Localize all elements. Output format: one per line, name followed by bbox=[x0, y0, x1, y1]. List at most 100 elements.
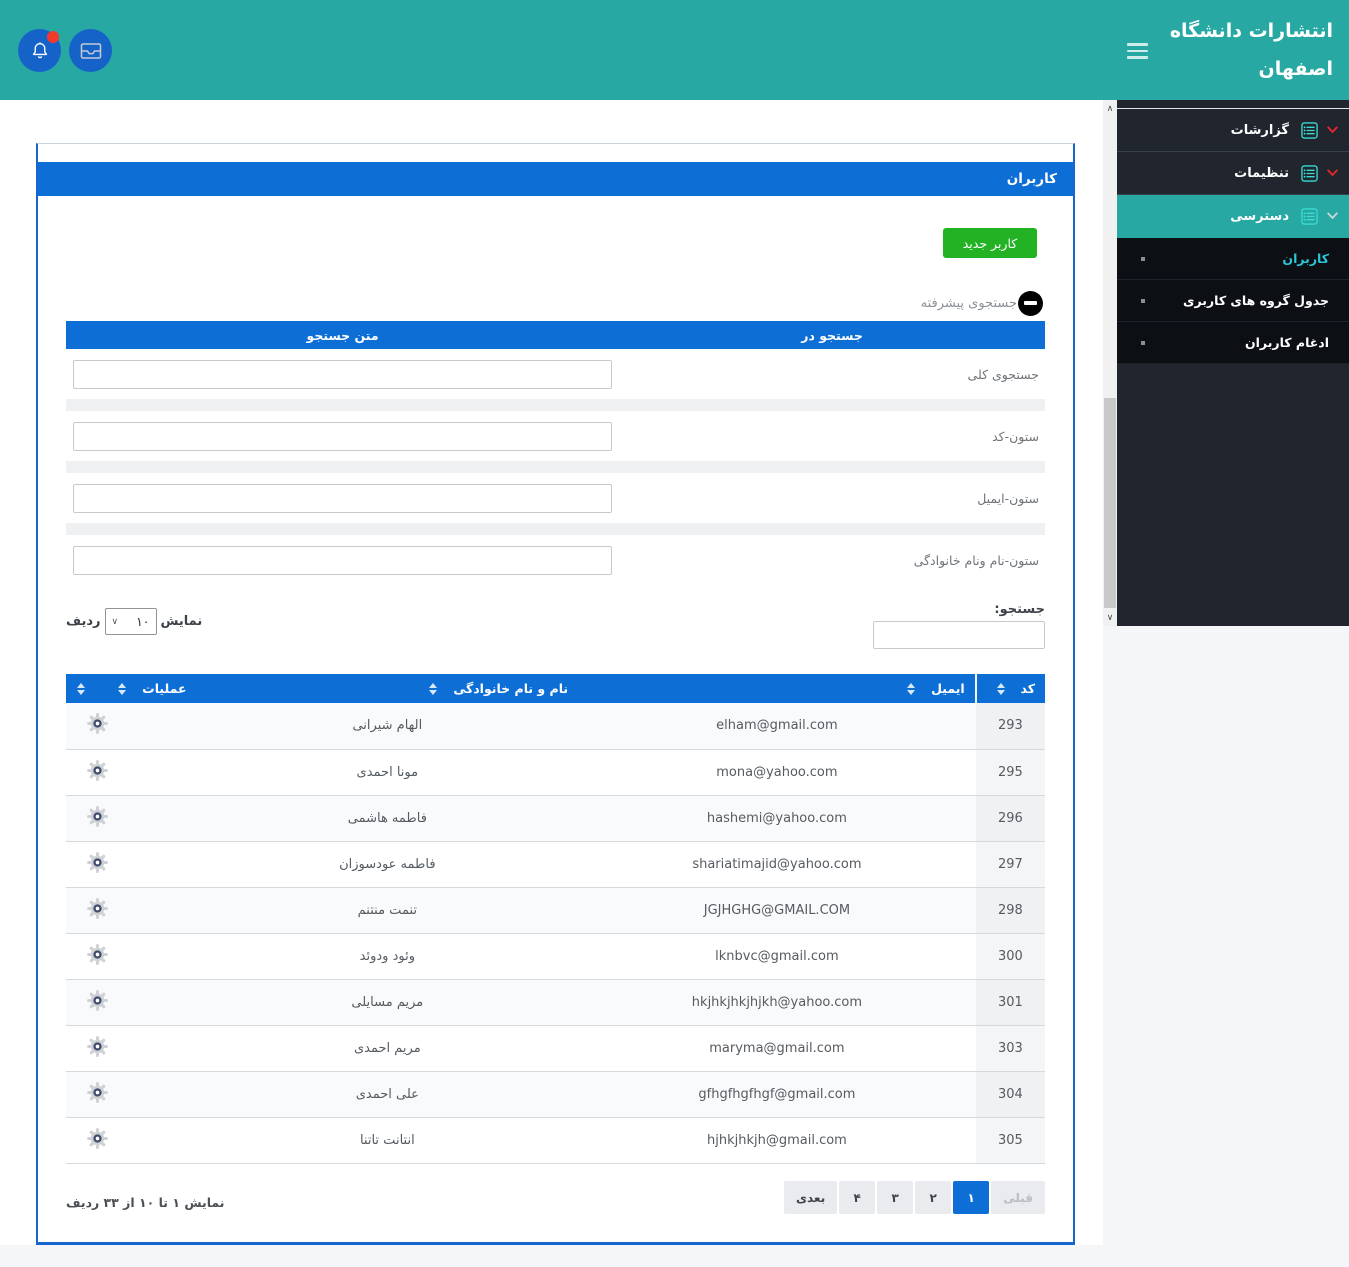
user-name-cell: تنمت منتنم bbox=[196, 887, 579, 934]
column-header-code[interactable]: کد bbox=[974, 674, 1045, 703]
sort-icon bbox=[77, 682, 86, 695]
user-code-cell: 295 bbox=[975, 749, 1045, 796]
user-email-cell: shariatimajid@yahoo.com bbox=[578, 841, 976, 888]
column-header-extra[interactable] bbox=[66, 674, 97, 703]
row-actions-gear-button[interactable] bbox=[86, 759, 109, 782]
user-row: 300 lknbvc@gmail.com وئود ودوئد bbox=[66, 933, 1045, 980]
messages-button[interactable] bbox=[69, 29, 112, 72]
search-row-input[interactable] bbox=[73, 483, 613, 513]
search-row-input-wrap bbox=[66, 421, 619, 451]
row-actions-gear-button[interactable] bbox=[86, 1035, 109, 1058]
column-header-name[interactable]: نام و نام خانوادگی bbox=[196, 674, 579, 703]
search-row-input[interactable] bbox=[73, 421, 613, 451]
hamburger-menu-toggle[interactable] bbox=[1127, 43, 1148, 63]
advanced-search-label: جستجوی پیشرفته bbox=[920, 295, 1017, 311]
row-actions-gear-button[interactable] bbox=[86, 989, 109, 1012]
search-row-input[interactable] bbox=[73, 359, 613, 389]
user-code-cell: 304 bbox=[975, 1071, 1045, 1118]
user-actions-cell bbox=[66, 1071, 197, 1118]
user-email-cell: gfhgfhgfhgf@gmail.com bbox=[578, 1071, 976, 1118]
column-header-email[interactable]: ایمیل bbox=[578, 674, 976, 703]
page-button[interactable]: ۲ bbox=[915, 1181, 952, 1214]
users-table-header-row: کد ایمیل نام و نام خانوادگی عملیات bbox=[66, 674, 1045, 703]
sidebar-subitem[interactable]: کاربران bbox=[1117, 238, 1349, 280]
user-actions-cell bbox=[66, 841, 197, 888]
app-title-line2: اصفهان bbox=[1258, 58, 1333, 80]
search-form-row: جستجوی کلی bbox=[66, 349, 1045, 399]
notification-badge bbox=[47, 31, 59, 43]
search-row-input-wrap bbox=[66, 545, 619, 575]
user-code-cell: 297 bbox=[975, 841, 1045, 888]
user-code-cell: 301 bbox=[975, 979, 1045, 1026]
row-actions-gear-button[interactable] bbox=[86, 897, 109, 920]
user-row: 301 hkjhkjhkjhjkh@yahoo.com مریم مسایلی bbox=[66, 979, 1045, 1026]
sidebar-subitem[interactable]: جدول گروه های کاربری bbox=[1117, 280, 1349, 322]
row-actions-gear-button[interactable] bbox=[86, 943, 109, 966]
gear-icon bbox=[87, 1127, 108, 1149]
users-table: کد ایمیل نام و نام خانوادگی عملیات bbox=[66, 674, 1045, 1164]
user-row: 305 hjhkjhkjh@gmail.com انتانت تاتنا bbox=[66, 1117, 1045, 1164]
row-actions-gear-button[interactable] bbox=[86, 805, 109, 828]
user-actions-cell bbox=[66, 933, 197, 980]
row-actions-gear-button[interactable] bbox=[86, 1081, 109, 1104]
user-row: 295 mona@yahoo.com مونا احمدی bbox=[66, 749, 1045, 796]
pagination: قبلی ۱ ۲ ۳ ۴ بعدی bbox=[783, 1181, 1045, 1214]
search-row-input-wrap bbox=[66, 483, 619, 513]
sidebar-subitem[interactable]: ادغام کاربران bbox=[1117, 322, 1349, 364]
user-actions-cell bbox=[66, 1025, 197, 1072]
column-header-actions[interactable]: عملیات bbox=[96, 674, 197, 703]
scroll-down-button[interactable]: ∨ bbox=[1106, 612, 1114, 623]
show-label: نمایش bbox=[160, 614, 203, 629]
quick-search-label: جستجو: bbox=[994, 602, 1045, 617]
user-code-cell: 303 bbox=[975, 1025, 1045, 1072]
gear-icon bbox=[87, 1081, 108, 1103]
gear-icon bbox=[87, 805, 108, 827]
rows-label: ردیف bbox=[66, 614, 101, 629]
user-email-cell: maryma@gmail.com bbox=[578, 1025, 976, 1072]
user-name-cell: مونا احمدی bbox=[196, 749, 579, 796]
minus-icon bbox=[1024, 301, 1037, 305]
row-actions-gear-button[interactable] bbox=[86, 851, 109, 874]
bullet-icon bbox=[1141, 298, 1145, 303]
search-form-row: ستون-نام ونام خانوادگی bbox=[66, 523, 1045, 585]
page-button[interactable]: بعدی bbox=[783, 1181, 838, 1214]
sidebar-item[interactable]: گزارشات bbox=[1117, 109, 1349, 152]
top-header-bar: انتشارات دانشگاه اصفهان bbox=[0, 0, 1349, 100]
page-button[interactable]: ۴ bbox=[839, 1181, 876, 1214]
page-button[interactable]: ۳ bbox=[877, 1181, 914, 1214]
page-button[interactable]: ۱ bbox=[953, 1181, 990, 1214]
sidebar-spacer bbox=[1117, 100, 1349, 109]
sidebar-scrollbar[interactable]: ∧ ∨ bbox=[1103, 100, 1117, 626]
search-row-label: ستون-کد bbox=[992, 428, 1039, 444]
gear-icon bbox=[87, 1035, 108, 1057]
page-length-control: نمایش ۱۰ ∨ ردیف bbox=[66, 608, 202, 635]
sort-icon bbox=[907, 682, 916, 695]
gear-icon bbox=[87, 851, 108, 873]
search-row-input[interactable] bbox=[73, 545, 613, 575]
new-user-button[interactable]: کاربر جدید bbox=[943, 228, 1037, 258]
search-row-label: جستجوی کلی bbox=[967, 366, 1039, 382]
scroll-up-button[interactable]: ∧ bbox=[1106, 103, 1114, 114]
search-form-row: ستون-کد bbox=[66, 399, 1045, 461]
collapse-advanced-search-button[interactable] bbox=[1018, 290, 1043, 316]
bell-icon bbox=[32, 41, 47, 58]
sort-icon bbox=[996, 682, 1005, 695]
sidebar-item[interactable]: دسترسی bbox=[1117, 195, 1349, 238]
row-actions-gear-button[interactable] bbox=[86, 712, 109, 735]
gear-icon bbox=[87, 713, 108, 735]
user-code-cell: 298 bbox=[975, 887, 1045, 934]
sidebar-item[interactable]: تنظیمات bbox=[1117, 152, 1349, 195]
users-table-wrap: کد ایمیل نام و نام خانوادگی عملیات bbox=[66, 674, 1045, 1164]
user-actions-cell bbox=[66, 887, 197, 934]
quick-search-input[interactable] bbox=[873, 621, 1045, 649]
inbox-icon bbox=[80, 42, 101, 59]
page-length-select[interactable]: ۱۰ ∨ bbox=[104, 608, 157, 635]
user-name-cell: فاطمه عودسوزان bbox=[196, 841, 579, 888]
scrollbar-thumb[interactable] bbox=[1104, 398, 1116, 608]
sidebar-subitem-label: جدول گروه های کاربری bbox=[1183, 293, 1329, 308]
sidebar-item-label: دسترسی bbox=[1230, 208, 1289, 224]
chevron-down-icon: ∨ bbox=[111, 616, 119, 627]
row-actions-gear-button[interactable] bbox=[86, 1127, 109, 1150]
notifications-button[interactable] bbox=[18, 29, 61, 72]
page-button[interactable]: قبلی bbox=[991, 1181, 1045, 1214]
